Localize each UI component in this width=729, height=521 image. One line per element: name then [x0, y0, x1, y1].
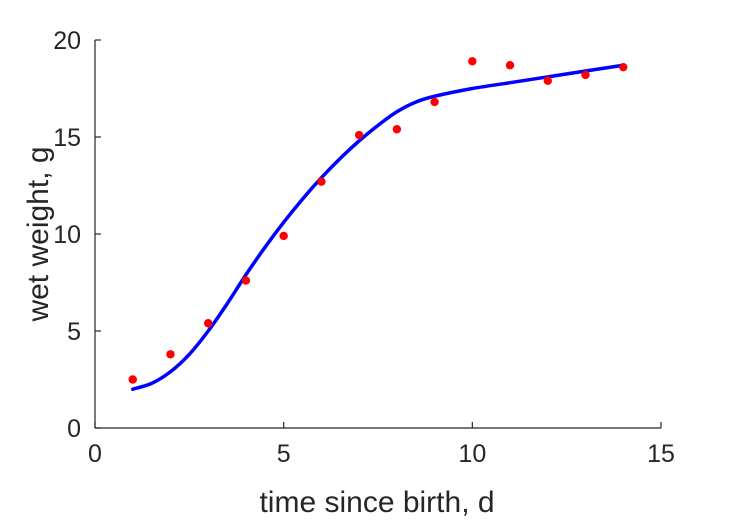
x-tick-label: 5 — [277, 440, 291, 468]
data-point — [128, 375, 137, 384]
data-point — [468, 57, 477, 66]
y-tick-label: 10 — [53, 221, 81, 249]
fit-curve — [130, 63, 626, 391]
axes: 0 5 10 15 0 5 10 15 20 — [53, 27, 675, 468]
y-tick-label: 20 — [53, 27, 81, 55]
data-point — [317, 177, 326, 186]
x-tick-label: 15 — [647, 440, 675, 468]
y-tick-label: 5 — [67, 318, 81, 346]
y-axis-label: wet weight, g — [22, 146, 55, 322]
data-point — [241, 276, 251, 285]
y-tick-label: 15 — [53, 124, 81, 152]
data-point — [204, 319, 213, 328]
data-point — [505, 61, 515, 70]
x-axis-label: time since birth, d — [259, 486, 494, 519]
x-tick-label: 10 — [458, 440, 486, 468]
data-point — [354, 130, 364, 140]
series-layer — [128, 57, 628, 391]
data-point — [619, 62, 628, 72]
x-tick-label: 0 — [88, 440, 102, 468]
data-point — [166, 350, 175, 359]
data-point — [430, 97, 439, 107]
data-point — [543, 76, 552, 85]
data-point — [392, 125, 402, 134]
data-point — [279, 231, 288, 241]
y-tick-label: 0 — [67, 415, 81, 443]
data-point — [581, 70, 590, 80]
